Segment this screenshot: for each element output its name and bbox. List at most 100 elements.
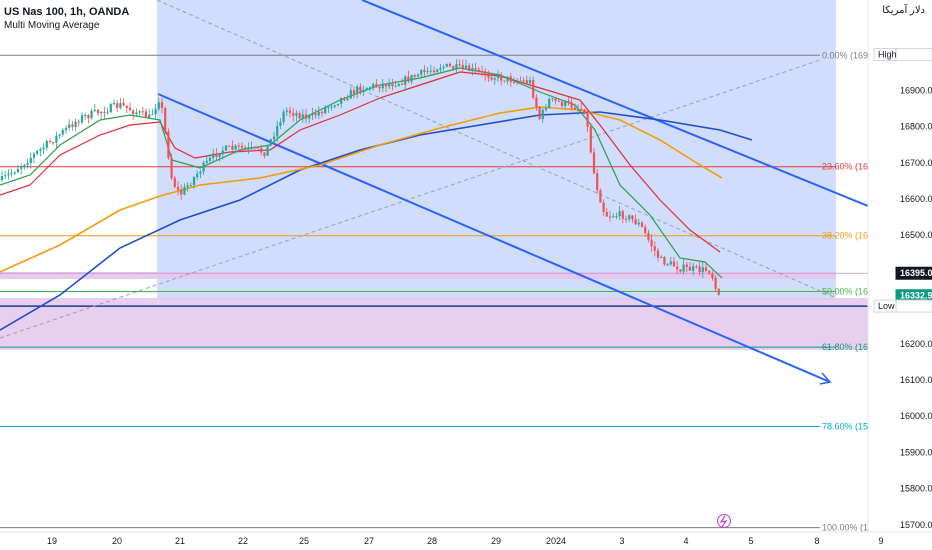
candle-body xyxy=(391,83,394,87)
candle xyxy=(234,144,237,154)
candle-body xyxy=(448,63,452,67)
candle xyxy=(314,109,317,119)
candle-body xyxy=(71,124,74,127)
candle xyxy=(144,108,148,119)
price-tag-2: 16332.9 xyxy=(900,291,932,301)
candle xyxy=(615,212,618,220)
candle-body xyxy=(442,66,445,68)
candle-body xyxy=(64,127,68,131)
candle xyxy=(320,110,324,118)
fib-label-6: 100.00% (15692.2) xyxy=(822,523,899,533)
candle xyxy=(592,147,596,175)
candle xyxy=(608,210,612,222)
candle-body xyxy=(618,211,621,217)
candle-body xyxy=(240,146,244,148)
candle xyxy=(640,220,644,228)
candle-body xyxy=(125,105,128,108)
candle-body xyxy=(141,111,144,113)
candle-body xyxy=(381,83,384,89)
candle-body xyxy=(199,171,202,174)
candle-body xyxy=(423,69,426,72)
resistance-zone xyxy=(0,272,836,279)
candle-body xyxy=(628,215,631,220)
candle xyxy=(218,153,221,162)
candle-body xyxy=(532,80,535,98)
candle xyxy=(375,79,378,89)
candle-body xyxy=(103,111,106,114)
candle xyxy=(541,107,544,123)
candle-body xyxy=(231,145,234,150)
indicator-label: Multi Moving Average xyxy=(4,20,100,31)
candle-body xyxy=(714,277,717,289)
candle-body xyxy=(100,111,103,114)
x-tick-11: 5 xyxy=(748,536,753,546)
candle-body xyxy=(580,108,583,110)
candle xyxy=(154,103,157,121)
candle xyxy=(45,139,48,151)
candle-body xyxy=(672,261,676,267)
candle-body xyxy=(167,131,170,158)
candle-body xyxy=(304,114,308,119)
candle-body xyxy=(16,169,20,173)
candle-body xyxy=(272,136,276,140)
candle xyxy=(74,118,77,132)
candle-body xyxy=(74,121,77,127)
candle xyxy=(55,131,58,149)
candle xyxy=(506,76,509,85)
candle-body xyxy=(624,218,628,220)
candle-body xyxy=(506,76,509,82)
candle xyxy=(650,234,653,252)
x-tick-4: 25 xyxy=(299,536,309,546)
candle-body xyxy=(362,89,365,92)
candle-body xyxy=(205,160,208,163)
candle xyxy=(109,102,112,113)
candle-body xyxy=(292,112,295,116)
x-tick-1: 20 xyxy=(112,536,122,546)
candle-body xyxy=(359,86,362,92)
candle xyxy=(596,169,599,194)
candle-body xyxy=(420,69,423,75)
candle-body xyxy=(343,97,346,101)
candle-body xyxy=(564,100,567,106)
candle-body xyxy=(701,267,704,273)
candle-body xyxy=(656,250,660,258)
candle xyxy=(676,261,679,275)
candle-body xyxy=(336,103,340,106)
candle-body xyxy=(551,98,554,100)
candle-body xyxy=(93,109,96,111)
price-tag-0: 16999.2 xyxy=(900,50,932,60)
candle xyxy=(368,86,372,92)
ma-mid-line xyxy=(0,71,721,253)
candle xyxy=(669,256,672,267)
price-tag-label-3: Low xyxy=(878,301,895,311)
candle-body xyxy=(544,107,548,110)
price-tag-3: 16304.2 xyxy=(900,301,932,311)
candle xyxy=(160,97,164,114)
candle xyxy=(288,106,292,118)
candle-body xyxy=(637,222,640,225)
candle xyxy=(250,141,253,151)
candle xyxy=(471,63,474,76)
candle xyxy=(180,184,183,201)
x-tick-5: 27 xyxy=(364,536,374,546)
candle-body xyxy=(42,147,45,150)
candle xyxy=(583,109,586,115)
candle xyxy=(93,103,96,113)
candle xyxy=(122,97,125,107)
x-tick-3: 22 xyxy=(238,536,248,546)
candle xyxy=(586,108,589,133)
candle xyxy=(602,199,605,216)
x-tick-0: 19 xyxy=(47,536,57,546)
candle xyxy=(423,65,426,77)
candle-body xyxy=(445,63,448,67)
candle-body xyxy=(394,85,397,87)
candle xyxy=(391,78,394,91)
candle xyxy=(260,144,263,156)
candle xyxy=(0,170,4,182)
candle xyxy=(192,176,196,190)
candle xyxy=(484,68,487,81)
candle xyxy=(496,69,500,83)
candle xyxy=(663,256,666,266)
candle-body xyxy=(464,65,468,69)
